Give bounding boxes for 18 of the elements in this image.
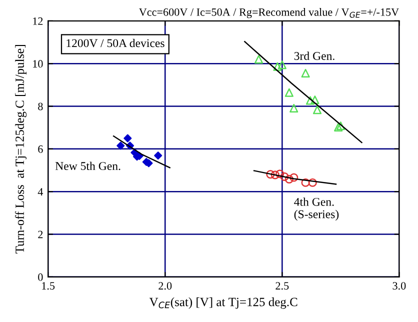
y-tick-label: 12 — [33, 17, 43, 25]
series-label: 4th Gen. (S-series) — [294, 198, 339, 221]
x-tick-label: 2.0 — [158, 282, 172, 290]
y-tick-label: 10 — [33, 60, 43, 68]
y-tick-label: 8 — [38, 102, 43, 110]
x-tick-label: 3.0 — [392, 282, 406, 290]
x-tick-label: 1.5 — [42, 282, 55, 290]
y-tick-label: 0 — [38, 273, 43, 281]
y-axis-title: Turn-off Loss at Tj=125deg.C [mJ/pulse] — [15, 45, 27, 254]
chart-subtitle: Vcc=600V / Ic=50A / Rg=Recomend value / V$_{GE}$=+/-15V — [138, 8, 399, 18]
annotation: 1200V / 50A devices — [66, 38, 164, 48]
y-tick-label: 6 — [38, 145, 43, 153]
y-tick-label: 4 — [38, 188, 44, 196]
x-axis-title: V$_{CE}$(sat) [V] at Tj=125 deg.C — [149, 297, 298, 309]
series-label: New 5th Gen. — [55, 162, 120, 170]
y-tick-label: 2 — [38, 230, 43, 238]
series-label: 3rd Gen. — [294, 52, 334, 60]
x-tick-label: 2.5 — [276, 282, 289, 290]
